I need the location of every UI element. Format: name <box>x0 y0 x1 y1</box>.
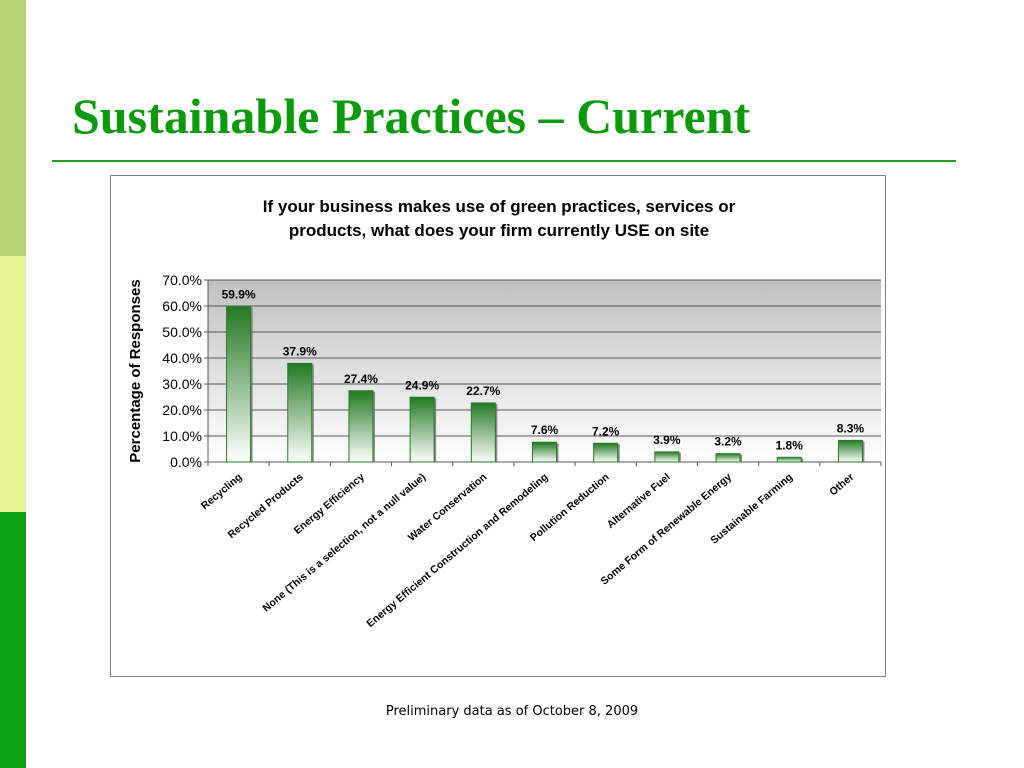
bar <box>532 441 557 463</box>
slide-title: Sustainable Practices – Current <box>72 88 751 144</box>
bar <box>348 390 374 463</box>
y-tick-label: 50.0% <box>162 324 202 340</box>
chart-title-line: If your business makes use of green prac… <box>263 197 736 216</box>
category-label: Recycling <box>199 471 245 512</box>
data-label: 7.2% <box>592 424 620 438</box>
data-label: 24.9% <box>405 378 439 392</box>
bar <box>776 456 802 463</box>
y-tick-label: 40.0% <box>162 350 202 366</box>
data-label: 22.7% <box>466 384 500 398</box>
chart-frame: If your business makes use of green prac… <box>110 175 886 677</box>
footnote: Preliminary data as of October 8, 2009 <box>385 704 639 719</box>
plot-area <box>208 280 881 462</box>
data-label: 3.2% <box>714 435 742 449</box>
category-label: Other <box>827 471 856 498</box>
bar <box>470 402 496 463</box>
decor-band-top <box>0 0 26 256</box>
bar <box>409 396 435 463</box>
data-label: 8.3% <box>837 421 865 435</box>
bar-chart: If your business makes use of green prac… <box>127 197 882 630</box>
y-tick-label: 0.0% <box>170 454 202 470</box>
y-tick-label: 70.0% <box>162 272 202 288</box>
title-divider <box>52 160 956 162</box>
data-label: 59.9% <box>222 287 256 301</box>
y-tick-label: 30.0% <box>162 376 202 392</box>
decor-band-middle <box>0 256 26 512</box>
category-label: Alternative Fuel <box>605 471 673 531</box>
y-tick-label: 20.0% <box>162 402 202 418</box>
y-tick-label: 10.0% <box>162 428 202 444</box>
category-label: Some Form of Renewable Energy <box>598 471 734 588</box>
data-label: 1.8% <box>776 438 804 452</box>
data-label: 27.4% <box>344 372 378 386</box>
bar <box>837 439 863 463</box>
bar <box>654 451 680 463</box>
chart-title: If your business makes use of green prac… <box>263 197 736 240</box>
y-axis-title: Percentage of Responses <box>127 279 144 462</box>
bar <box>287 362 313 463</box>
data-label: 3.9% <box>653 433 681 447</box>
bar <box>715 453 741 463</box>
chart-title-line: products, what does your firm currently … <box>289 221 709 240</box>
y-tick-label: 60.0% <box>162 298 202 314</box>
decor-band-bottom <box>0 512 26 768</box>
bar <box>226 305 252 463</box>
data-label: 7.6% <box>531 423 559 437</box>
data-label: 37.9% <box>283 344 317 358</box>
bar <box>593 442 619 463</box>
